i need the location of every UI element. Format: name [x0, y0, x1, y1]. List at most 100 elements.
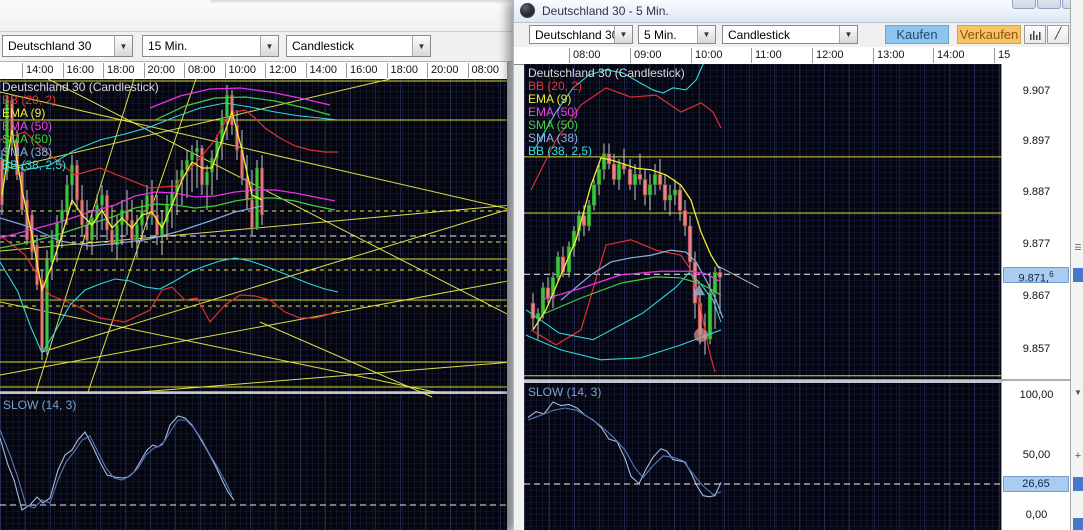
time-axis-label: 12:00 — [812, 48, 844, 63]
price-axis-label: 9.887 — [1022, 186, 1051, 198]
corner-widget — [1073, 518, 1083, 530]
timeframe-select[interactable]: 15 Min. ▼ — [142, 35, 279, 57]
chart-drawing-layer[interactable] — [524, 64, 1001, 530]
chevron-down-icon[interactable]: ▼ — [114, 36, 132, 56]
time-axis[interactable]: 14:00 16:00 18:00 20:00 08:00 10:00 12:00 14:00… — [0, 62, 513, 80]
chevron-down-icon[interactable]: ▼ — [614, 26, 632, 43]
window-top-area — [0, 0, 513, 32]
legend-item: EMA (50) — [2, 119, 53, 133]
timeframe-select[interactable]: 5 Min. ▼ — [638, 25, 716, 44]
legend-item: Deutschland 30 (Candlestick) — [528, 66, 685, 80]
pane-separator[interactable] — [524, 379, 1001, 383]
chevron-down-icon[interactable]: ▼ — [412, 36, 430, 56]
time-axis-label: 12:00 — [265, 63, 297, 78]
price-chart-canvas[interactable] — [524, 64, 1001, 530]
badge-marker — [1073, 268, 1083, 282]
scroll-down-icon[interactable]: ▼ — [1074, 388, 1082, 397]
time-axis-label: 08:00 — [184, 63, 216, 78]
price-axis-label: 50,00 — [1022, 449, 1051, 461]
chart-window-15min: Deutschland 30 ▼ 15 Min. ▼ Candlestick ▼… — [0, 0, 513, 530]
symbol-select-value: Deutschland 30 — [535, 27, 614, 42]
pencil-icon: ╱ — [1054, 28, 1062, 40]
indicator-lines-layer — [525, 64, 760, 373]
chart-toolbar: Deutschland 30 ▼ 15 Min. ▼ Candlestick ▼ — [0, 32, 513, 62]
chevron-down-icon[interactable]: ▼ — [260, 36, 278, 56]
hlines-layer — [524, 156, 1001, 485]
draw-line-button[interactable]: ╱ — [1047, 25, 1069, 44]
time-axis-label: 14:00 — [933, 48, 965, 63]
time-axis-label: 14:00 — [22, 63, 54, 78]
minimize-button[interactable] — [1012, 0, 1036, 9]
window-shadow — [210, 0, 513, 4]
price-axis-label: 9.897 — [1022, 135, 1051, 147]
time-axis[interactable]: 08:00 09:00 10:00 11:00 12:00 13:00 14:00 15 — [514, 47, 1083, 65]
legend-item: EMA (9) — [528, 92, 572, 106]
symbol-select[interactable]: Deutschland 30 ▼ — [529, 25, 633, 44]
chart-type-select-value: Candlestick — [728, 27, 791, 42]
trendlines-layer — [0, 79, 507, 398]
stochastic-value-badge: 26,65 — [1003, 476, 1069, 492]
maximize-button[interactable] — [1037, 0, 1061, 9]
chart-type-select[interactable]: Candlestick ▼ — [286, 35, 431, 57]
chart-type-select-value: Candlestick — [292, 39, 355, 53]
time-axis-label: 13:00 — [873, 48, 905, 63]
stochastic-label: SLOW (14, 3) — [3, 398, 77, 412]
axis-divider — [1002, 379, 1071, 381]
buy-button[interactable]: Kaufen — [885, 25, 949, 44]
legend-item: BB (38, 2,5) — [2, 158, 67, 172]
chart-window-5min: Deutschland 30 - 5 Min. Deutschland 30 ▼… — [513, 0, 1083, 530]
symbol-select-value: Deutschland 30 — [8, 39, 92, 53]
grip-icon[interactable]: ☰ — [1074, 243, 1082, 252]
price-axis-label: 9.857 — [1022, 343, 1051, 355]
trade-markers-layer — [693, 284, 708, 343]
chart-legend: Deutschland 30 (Candlestick) BB (20, 2) EM… — [2, 81, 159, 172]
chevron-down-icon[interactable]: ▼ — [839, 26, 857, 43]
time-axis-label: 08:00 — [467, 63, 499, 78]
pane-separator[interactable] — [0, 391, 507, 394]
time-axis-label: 10:00 — [224, 63, 256, 78]
chart-type-select[interactable]: Candlestick ▼ — [722, 25, 858, 44]
chevron-down-icon[interactable]: ▼ — [697, 26, 715, 43]
badge-marker — [1073, 477, 1083, 491]
stochastic-layer — [527, 401, 722, 498]
legend-item: EMA (9) — [2, 106, 46, 120]
last-price-badge: 9.871,6 — [1003, 267, 1069, 285]
time-axis-label: 18:00 — [103, 63, 135, 78]
chart-drawing-layer[interactable] — [0, 79, 507, 530]
timeframe-select-value: 15 Min. — [148, 39, 188, 53]
price-axis-label: 9.907 — [1022, 85, 1051, 97]
legend-item: SMA (38) — [2, 145, 53, 159]
symbol-select[interactable]: Deutschland 30 ▼ — [2, 35, 133, 57]
title-bar[interactable]: Deutschland 30 - 5 Min. — [514, 0, 1083, 23]
time-axis-label: 20:00 — [427, 63, 459, 78]
time-axis-label: 10:00 — [691, 48, 723, 63]
price-axis[interactable]: 9.871,6 26,65 9.907 9.897 9.887 9.877 9.867 9… — [1001, 64, 1071, 530]
time-axis-label: 16:00 — [62, 63, 94, 78]
legend-item: BB (20, 2) — [2, 93, 57, 107]
plus-icon[interactable]: + — [1074, 450, 1082, 462]
time-axis-label: 20:00 — [143, 63, 175, 78]
time-axis-label: 11:00 — [751, 48, 782, 63]
legend-item: SMA (50) — [2, 132, 53, 146]
side-scrollbar[interactable]: ☰ ▼ + — [1070, 0, 1083, 530]
legend-item: SMA (38) — [528, 131, 579, 145]
price-axis-label: 0,00 — [1025, 509, 1048, 521]
app-icon — [520, 3, 535, 18]
time-axis-label: 08:00 — [569, 48, 601, 63]
bars-icon — [1029, 29, 1041, 40]
legend-item: Deutschland 30 (Candlestick) — [2, 80, 159, 94]
timeframe-select-value: 5 Min. — [644, 27, 677, 42]
stochastic-label: SLOW (14, 3) — [528, 385, 602, 399]
chart-type-icon-button[interactable] — [1024, 25, 1046, 44]
legend-item: BB (38, 2,5) — [528, 144, 593, 158]
candles-layer — [530, 143, 723, 355]
sell-button[interactable]: Verkaufen — [957, 25, 1021, 44]
window-edge — [507, 62, 513, 530]
legend-item: BB (20, 2) — [528, 79, 583, 93]
legend-item: EMA (50) — [528, 105, 579, 119]
window-title: Deutschland 30 - 5 Min. — [542, 4, 669, 18]
price-chart-canvas[interactable] — [0, 79, 507, 530]
time-axis-label: 18:00 — [386, 63, 418, 78]
indicator-lines-layer — [0, 87, 339, 511]
